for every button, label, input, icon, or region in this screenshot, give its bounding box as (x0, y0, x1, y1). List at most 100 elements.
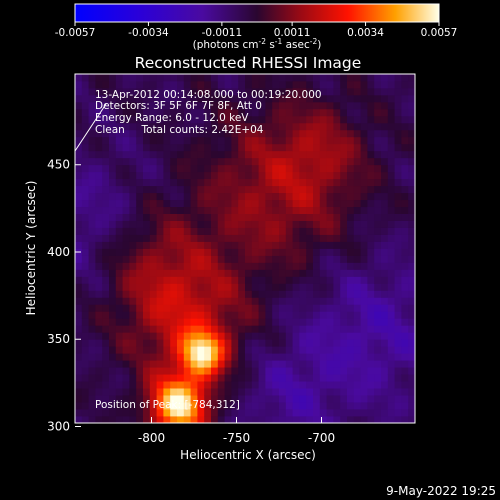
heatmap-cell (197, 115, 205, 124)
heatmap-cell (367, 318, 375, 326)
heatmap-cell (326, 374, 334, 382)
heatmap-cell (143, 115, 151, 124)
heatmap-cell (313, 395, 321, 403)
heatmap-cell (313, 129, 321, 138)
heatmap-cell (136, 297, 144, 305)
heatmap-cell (211, 101, 219, 110)
heatmap-cell (115, 416, 123, 423)
heatmap-cell (319, 318, 327, 326)
heatmap-cell (299, 101, 307, 110)
heatmap-cell (163, 101, 171, 110)
heatmap-cell (381, 164, 389, 173)
heatmap-cell (122, 241, 130, 249)
info-line-counts: Clean Total counts: 2.42E+04 (95, 124, 264, 136)
heatmap-cell (319, 157, 327, 166)
heatmap-cell (279, 136, 287, 145)
heatmap-cell (81, 94, 89, 103)
heatmap-cell (401, 157, 409, 166)
heatmap-cell (279, 241, 287, 249)
heatmap-cell (231, 325, 239, 333)
heatmap-cell (306, 395, 314, 403)
heatmap-cell (95, 150, 103, 159)
heatmap-cell (387, 353, 395, 361)
heatmap-cell (75, 255, 83, 263)
heatmap-cell (374, 101, 382, 110)
heatmap-cell (75, 339, 83, 347)
heatmap-cell (367, 234, 375, 242)
heatmap-cell (231, 101, 239, 110)
heatmap-cell (265, 74, 273, 82)
heatmap-cell (347, 241, 355, 249)
heatmap-cell (177, 185, 185, 194)
heatmap-cell (143, 332, 151, 340)
heatmap-cell (367, 276, 375, 284)
heatmap-cell (81, 402, 89, 410)
heatmap-cell (272, 157, 280, 166)
heatmap-cell (136, 164, 144, 173)
heatmap-cell (102, 360, 110, 368)
heatmap-cell (367, 171, 375, 180)
heatmap-cell (95, 74, 103, 82)
heatmap-cell (401, 290, 409, 298)
heatmap-cell (143, 185, 151, 194)
heatmap-cell (109, 150, 117, 159)
heatmap-cell (360, 248, 368, 256)
heatmap-cell (258, 325, 266, 333)
heatmap-cell (170, 381, 178, 389)
heatmap-cell (115, 374, 123, 382)
heatmap-cell (360, 241, 368, 249)
heatmap-cell (367, 325, 375, 333)
heatmap-cell (347, 395, 355, 403)
heatmap-cell (347, 353, 355, 361)
heatmap-cell (360, 213, 368, 221)
heatmap-cell (258, 290, 266, 298)
heatmap-cell (217, 150, 225, 159)
heatmap-cell (102, 283, 110, 291)
heatmap-cell (183, 94, 191, 103)
heatmap-cell (238, 304, 246, 312)
heatmap-cell (258, 241, 266, 249)
heatmap-cell (381, 318, 389, 326)
heatmap-cell (360, 157, 368, 166)
heatmap-cell (177, 164, 185, 173)
heatmap-cell (347, 220, 355, 228)
heatmap-cell (224, 374, 232, 382)
heatmap-cell (333, 283, 341, 291)
heatmap-cell (231, 248, 239, 256)
heatmap-cell (408, 374, 415, 382)
heatmap-cell (149, 108, 157, 117)
heatmap-cell (313, 220, 321, 228)
heatmap-cell (394, 87, 402, 96)
heatmap-cell (238, 339, 246, 347)
heatmap-cell (156, 311, 164, 319)
heatmap-cell (408, 74, 415, 82)
heatmap-cell (217, 318, 225, 326)
heatmap-cell (292, 367, 300, 375)
heatmap-cell (163, 157, 171, 166)
heatmap-cell (211, 402, 219, 410)
heatmap-cell (136, 94, 144, 103)
heatmap-cell (115, 199, 123, 208)
heatmap-cell (95, 87, 103, 96)
heatmap-cell (279, 346, 287, 354)
heatmap-cell (258, 136, 266, 145)
heatmap-cell (326, 157, 334, 166)
heatmap-cell (285, 220, 293, 228)
heatmap-cell (177, 297, 185, 305)
heatmap-cell (217, 80, 225, 89)
heatmap-cell (353, 248, 361, 256)
heatmap-cell (231, 157, 239, 166)
heatmap-cell (102, 136, 110, 145)
heatmap-cell (347, 199, 355, 208)
heatmap-cell (353, 290, 361, 298)
heatmap-cell (136, 206, 144, 214)
heatmap-cell (122, 304, 130, 312)
heatmap-cell (197, 108, 205, 117)
heatmap-cell (313, 304, 321, 312)
heatmap-cell (238, 395, 246, 403)
heatmap-cell (306, 136, 314, 145)
heatmap-cell (408, 143, 415, 152)
heatmap-cell (340, 374, 348, 382)
heatmap-cell (102, 206, 110, 214)
heatmap-cell (183, 234, 191, 242)
